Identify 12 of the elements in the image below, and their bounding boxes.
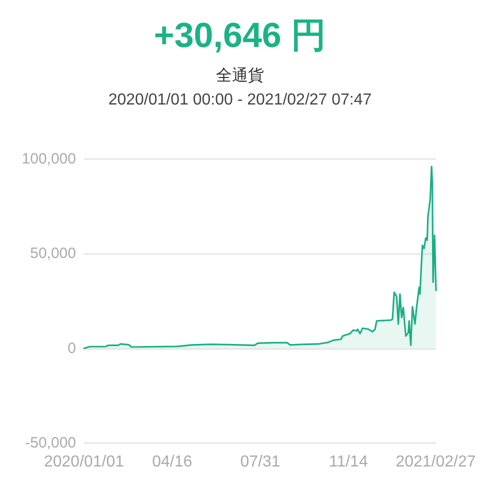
y-tick-label: -50,000 [25, 434, 76, 452]
x-tick-label: 07/31 [240, 454, 280, 470]
y-tick-label: 0 [68, 340, 76, 357]
y-tick-label: 50,000 [30, 245, 76, 262]
text: 2020/01/01 00:00 - 2021/02/27 07:47 [108, 92, 372, 108]
x-tick-label: 2021/02/27 [396, 454, 476, 470]
x-tick-label: 04/16 [152, 454, 192, 470]
x-tick-label: 2020/01/01 [44, 454, 124, 470]
x-tick-label: 11/14 [328, 454, 368, 470]
y-tick-label: 100,000 [22, 150, 76, 168]
chart-title: +30,646 円 [154, 16, 326, 55]
chart-subtitle: 全通貨 [216, 66, 264, 84]
